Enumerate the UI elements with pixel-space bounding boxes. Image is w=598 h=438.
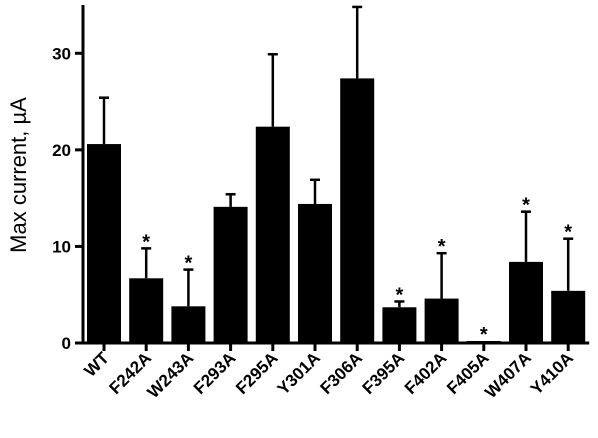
significance-marker: *: [396, 284, 404, 306]
x-tick-label: F306A: [317, 348, 367, 398]
bar-w407a: [509, 261, 543, 343]
y-axis-label: Max current, µA: [6, 97, 31, 253]
y-tick-label: 10: [52, 237, 71, 256]
bar-f395a: [382, 307, 417, 343]
bar-f295a: [255, 126, 290, 344]
x-tick-label: F402A: [401, 348, 451, 398]
bar-wt: [87, 144, 121, 343]
y-tick-label: 30: [52, 44, 71, 63]
significance-marker: *: [564, 222, 572, 244]
x-axis: WTF242AW243AF293AF295AY301AF306AF395AF40…: [81, 341, 590, 402]
significance-marker: *: [480, 324, 488, 346]
bar-y410a: [551, 290, 586, 343]
x-tick-label: W243A: [144, 348, 198, 402]
x-tick-label: F395A: [359, 348, 409, 398]
significance-marker: *: [185, 253, 193, 275]
x-tick-label: W407A: [481, 348, 535, 402]
significance-marker: *: [522, 195, 530, 217]
bar-w243a: [171, 306, 206, 343]
bar-f402a: [424, 298, 459, 343]
x-tick-label: WT: [81, 348, 114, 381]
significance-marker: *: [438, 236, 446, 258]
y-tick-label: 0: [62, 334, 71, 353]
bar-f242a: [129, 278, 164, 343]
bar-y301a: [298, 203, 332, 343]
y-axis: 0 10 20 30: [52, 5, 85, 353]
bars: * * * * * * *: [87, 5, 586, 346]
bar-f306a: [340, 78, 375, 343]
significance-marker: *: [142, 231, 150, 253]
y-tick-label: 20: [52, 141, 71, 160]
x-tick-label: Y301A: [274, 348, 324, 398]
x-tick-label: Y410A: [527, 348, 577, 398]
x-tick-label: F293A: [190, 348, 240, 398]
x-tick-label: F295A: [232, 348, 282, 398]
bar-f293a: [213, 206, 248, 343]
